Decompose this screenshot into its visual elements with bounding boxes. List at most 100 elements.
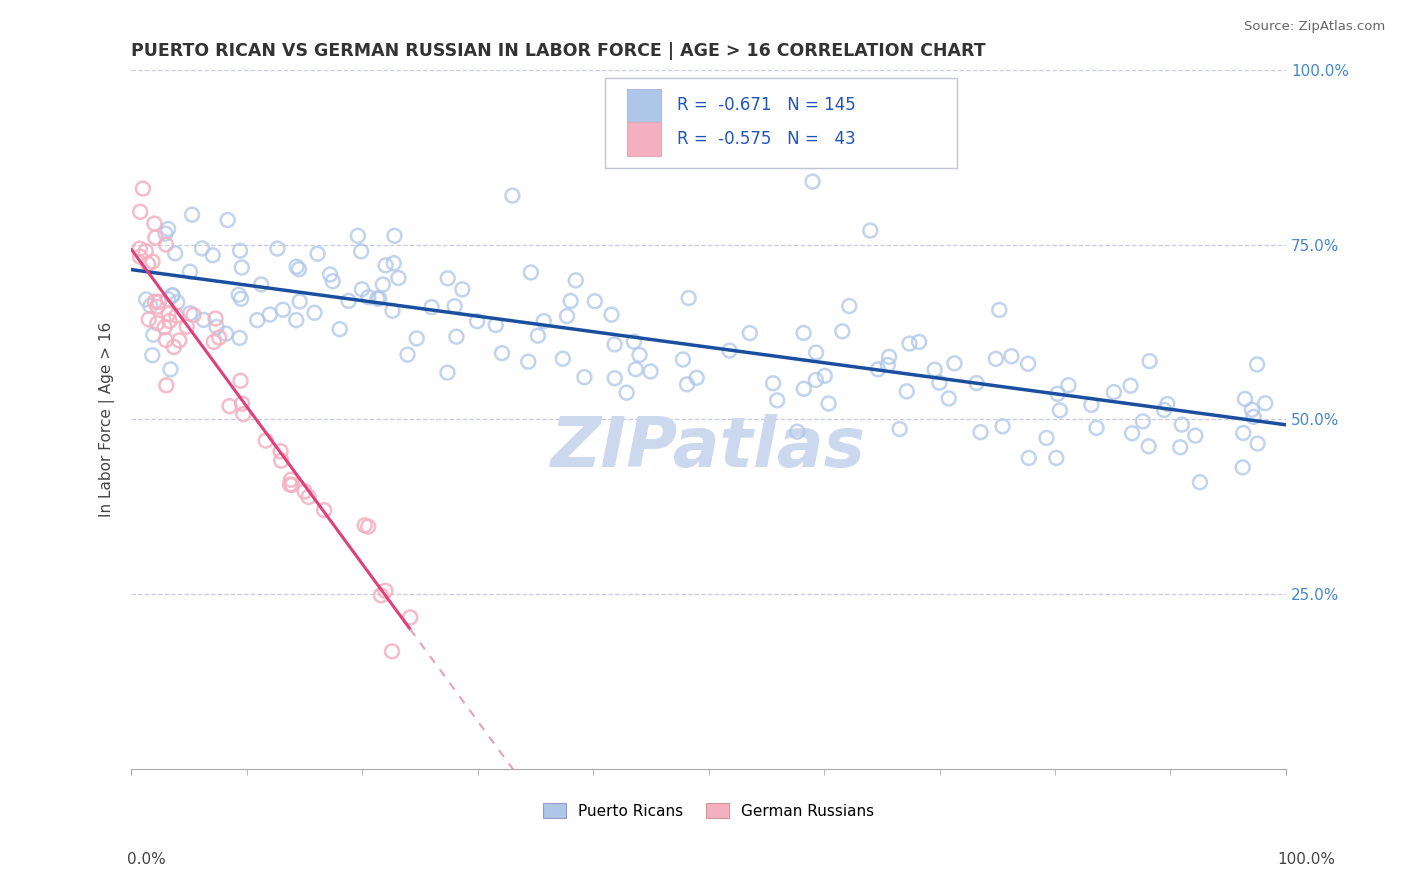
Point: [281, 477, 304, 491]
Point: [984, 351, 1007, 366]
Legend: Puerto Ricans, German Russians: Puerto Ricans, German Russians: [537, 797, 880, 824]
Point: [159, 314, 181, 328]
Point: [176, 319, 198, 334]
Point: [868, 362, 890, 376]
Point: [465, 314, 488, 328]
Point: [357, 290, 380, 304]
Point: [229, 292, 252, 306]
Point: [1137, 439, 1160, 453]
Point: [1240, 402, 1263, 417]
Point: [136, 257, 159, 271]
Point: [350, 282, 373, 296]
Point: [1232, 425, 1254, 440]
Point: [229, 374, 252, 388]
Point: [1156, 397, 1178, 411]
Point: [831, 324, 853, 338]
Point: [142, 327, 165, 342]
Point: [314, 503, 336, 517]
Text: 100.0%: 100.0%: [1278, 852, 1336, 867]
Point: [600, 308, 623, 322]
Point: [966, 376, 988, 390]
Point: [155, 237, 177, 252]
Text: R =  -0.671   N = 145: R = -0.671 N = 145: [678, 96, 856, 114]
Point: [231, 396, 253, 410]
Point: [278, 477, 301, 491]
Point: [381, 644, 404, 658]
Point: [183, 308, 205, 322]
Point: [1121, 426, 1143, 441]
Point: [201, 248, 224, 262]
Text: R =  -0.575   N =   43: R = -0.575 N = 43: [678, 130, 856, 148]
Point: [485, 318, 508, 332]
Point: [374, 583, 396, 598]
Point: [387, 271, 409, 285]
Point: [443, 299, 465, 313]
Point: [322, 274, 344, 288]
Point: [357, 519, 380, 533]
Point: [1153, 403, 1175, 417]
Point: [181, 208, 204, 222]
Point: [583, 294, 606, 309]
Point: [285, 313, 308, 327]
Point: [801, 175, 824, 189]
Point: [155, 378, 177, 392]
Point: [517, 354, 540, 368]
Text: PUERTO RICAN VS GERMAN RUSSIAN IN LABOR FORCE | AGE > 16 CORRELATION CHART: PUERTO RICAN VS GERMAN RUSSIAN IN LABOR …: [131, 42, 986, 60]
Point: [793, 382, 815, 396]
Point: [533, 314, 555, 328]
Point: [1246, 436, 1268, 450]
Point: [371, 277, 394, 292]
Point: [685, 371, 707, 385]
Point: [662, 146, 685, 161]
Point: [162, 288, 184, 302]
Text: Source: ZipAtlas.com: Source: ZipAtlas.com: [1244, 20, 1385, 33]
Point: [307, 247, 329, 261]
Point: [396, 348, 419, 362]
Point: [738, 326, 761, 340]
Point: [876, 358, 898, 372]
Point: [204, 311, 226, 326]
Point: [159, 362, 181, 376]
FancyBboxPatch shape: [605, 78, 957, 168]
Point: [229, 244, 252, 258]
Point: [1046, 387, 1069, 401]
Point: [374, 258, 396, 272]
Point: [285, 260, 308, 274]
Point: [603, 371, 626, 385]
Point: [179, 306, 201, 320]
Point: [381, 303, 404, 318]
Point: [1018, 450, 1040, 465]
Point: [924, 362, 946, 376]
Point: [148, 294, 170, 309]
Point: [141, 254, 163, 268]
Point: [898, 336, 921, 351]
Point: [145, 230, 167, 244]
Point: [1057, 378, 1080, 392]
Point: [672, 352, 695, 367]
Point: [1045, 450, 1067, 465]
Point: [132, 181, 155, 195]
Point: [676, 377, 699, 392]
Point: [246, 313, 269, 327]
Point: [436, 366, 458, 380]
Point: [280, 473, 302, 487]
Point: [1017, 357, 1039, 371]
Point: [370, 588, 392, 602]
Point: [153, 320, 176, 334]
Point: [786, 425, 808, 439]
Point: [165, 246, 187, 260]
Point: [560, 293, 582, 308]
Point: [1232, 460, 1254, 475]
Point: [271, 302, 294, 317]
Point: [270, 444, 292, 458]
Point: [157, 222, 180, 236]
Point: [141, 348, 163, 362]
Point: [155, 333, 177, 347]
Point: [628, 348, 651, 362]
Point: [718, 343, 741, 358]
Point: [382, 256, 405, 270]
Y-axis label: In Labor Force | Age > 16: In Labor Force | Age > 16: [100, 322, 115, 517]
Point: [943, 356, 966, 370]
Point: [228, 287, 250, 301]
Point: [254, 434, 277, 448]
